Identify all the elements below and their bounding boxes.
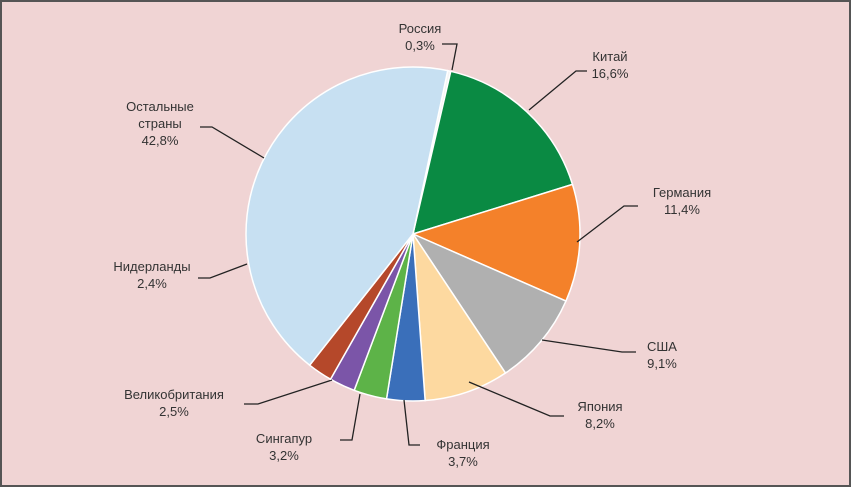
pie-slice	[411, 70, 574, 236]
data-label: Франция 3,7%	[436, 436, 489, 470]
data-label: Остальные страны 42,8%	[120, 98, 200, 149]
value-label: 2,5%	[159, 404, 189, 419]
data-label: США 9,1%	[647, 338, 677, 372]
category-label: США	[647, 339, 677, 354]
category-label: Германия	[652, 185, 712, 200]
leader-line	[200, 126, 265, 159]
value-label: 8,2%	[585, 416, 615, 431]
category-label: Сингапур	[255, 431, 313, 446]
data-label: Великобритания 2,5%	[124, 386, 224, 420]
value-label: 9,1%	[647, 356, 677, 371]
data-label: Япония 8,2%	[577, 398, 622, 432]
category-label: Франция	[436, 437, 490, 452]
data-label: Сингапур 3,2%	[256, 430, 312, 464]
value-label: 16,6%	[591, 66, 629, 81]
category-label: Россия	[398, 21, 442, 36]
leader-line	[340, 393, 361, 441]
leader-line	[541, 339, 636, 353]
leader-line	[442, 43, 458, 71]
pie-slice	[245, 66, 449, 367]
category-label: Великобритания	[124, 387, 224, 402]
category-label: Япония	[577, 399, 623, 414]
pie-slice	[410, 183, 581, 303]
data-label: Китай 16,6%	[592, 48, 629, 82]
data-label: Россия 0,3%	[399, 20, 442, 54]
value-label: 11,4%	[664, 202, 700, 217]
leader-line	[576, 205, 638, 243]
pie-slice	[410, 232, 567, 375]
data-label: Нидерланды 2,4%	[113, 258, 190, 292]
leader-line	[244, 379, 333, 405]
value-label: 2,4%	[137, 276, 167, 291]
leader-line	[403, 399, 420, 446]
leader-line	[468, 381, 564, 417]
category-label: Нидерланды	[113, 259, 191, 274]
value-label: 0,3%	[405, 38, 435, 53]
leader-line	[528, 70, 587, 111]
leader-line	[198, 263, 248, 279]
data-label: Германия 11,4%	[653, 184, 711, 218]
category-label: Китай	[592, 49, 628, 64]
value-label: 42,8%	[141, 133, 179, 148]
value-label: 3,2%	[269, 448, 299, 463]
value-label: 3,7%	[448, 454, 478, 469]
category-label: Остальные страны	[126, 99, 194, 131]
